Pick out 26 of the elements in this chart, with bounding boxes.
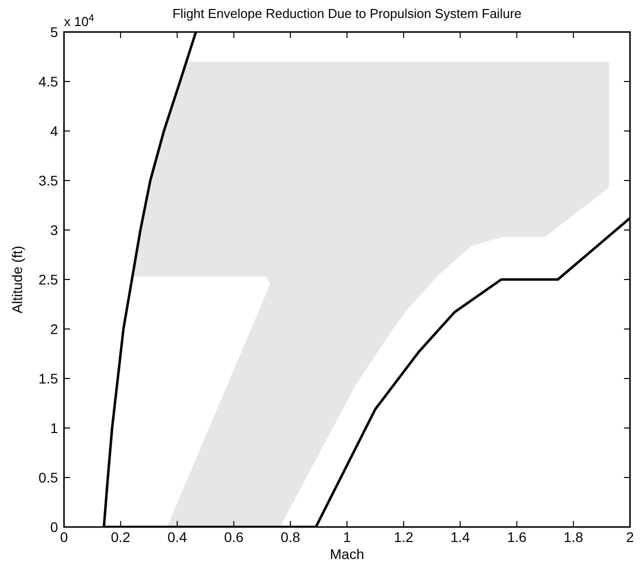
y-tick-label: 2 (50, 320, 58, 337)
x-tick-label: 2 (626, 529, 634, 545)
x-tick-label: 1.4 (450, 529, 470, 545)
y-tick-label: 0 (50, 518, 58, 535)
x-tick-label: 1 (343, 529, 352, 545)
y-tick-label: 3.5 (38, 172, 58, 188)
x-tick-label: 0.6 (224, 529, 244, 545)
y-tick-label: 0.5 (38, 469, 58, 486)
chart-title: Flight Envelope Reduction Due to Propulsion System Failure (172, 6, 522, 21)
x-tick-label: 0 (60, 529, 68, 545)
y-tick-label: 4.5 (38, 73, 58, 90)
x-tick-label: 0.2 (110, 529, 131, 545)
x-tick-label: 0.4 (167, 529, 188, 545)
y-tick-label: 4 (50, 122, 58, 139)
text: x 10$^{4}$ (64, 12, 95, 29)
x-tick-label: 1.6 (507, 529, 527, 545)
x-axis-title: Mach (330, 546, 364, 562)
x-tick-label: 1.8 (564, 529, 584, 545)
y-axis-title: Altitude (ft) (9, 246, 25, 314)
x-tick-label: 1.2 (394, 529, 414, 545)
y-tick-label: 2.5 (38, 271, 58, 288)
y-tick-label: 5 (50, 24, 58, 40)
x-tick-label: 0.8 (280, 529, 300, 545)
y-tick-label: 1 (50, 420, 58, 436)
y-tick-label: 3 (50, 222, 58, 238)
y-tick-label: 1.5 (38, 370, 58, 386)
